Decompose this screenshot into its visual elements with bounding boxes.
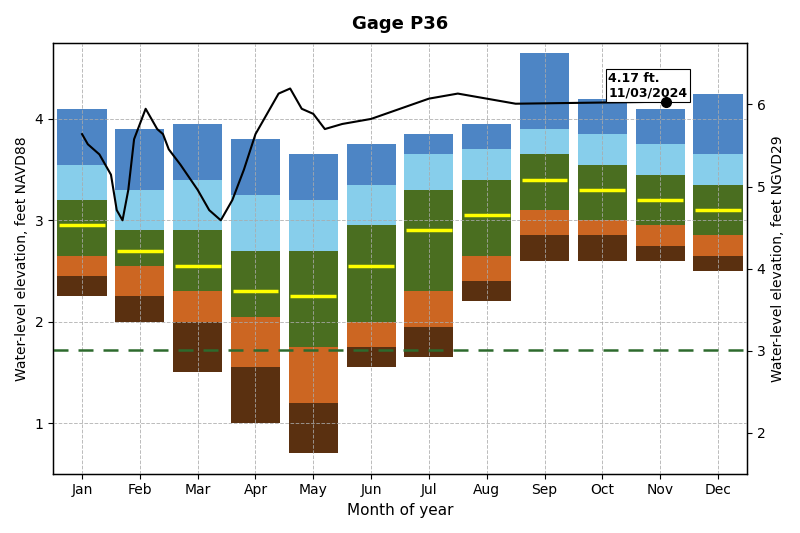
Bar [231,367,280,423]
Bar [635,200,685,225]
Title: Gage P36: Gage P36 [352,15,448,33]
Bar [404,134,454,155]
Bar [404,327,454,357]
Bar [520,129,569,155]
Bar [346,225,396,266]
Bar [462,180,511,215]
Bar [404,155,454,190]
Bar [115,251,165,266]
Text: 4.17 ft.
11/03/2024: 4.17 ft. 11/03/2024 [608,71,687,100]
Bar [58,225,106,256]
Bar [462,256,511,281]
Bar [173,266,222,291]
Bar [635,246,685,261]
Bar [346,185,396,225]
Bar [289,251,338,296]
Bar [404,291,454,327]
Bar [115,230,165,251]
Bar [115,190,165,230]
Bar [346,347,396,367]
Bar [462,215,511,256]
Bar [173,321,222,373]
Bar [635,109,685,144]
Bar [58,165,106,200]
Bar [289,347,338,403]
Bar [520,180,569,210]
Bar [694,256,742,271]
Bar [404,230,454,291]
Bar [173,124,222,180]
Bar [58,109,106,165]
Bar [115,129,165,190]
Bar [231,139,280,195]
Bar [346,266,396,321]
Bar [58,200,106,225]
Bar [173,291,222,321]
Bar [173,180,222,230]
Y-axis label: Water-level elevation, feet NAVD88: Water-level elevation, feet NAVD88 [15,136,29,381]
Bar [346,144,396,185]
Bar [694,94,742,155]
Bar [462,149,511,180]
Bar [115,296,165,321]
Bar [635,144,685,175]
Bar [578,165,627,190]
Bar [578,220,627,236]
Bar [520,53,569,129]
Bar [231,317,280,367]
Bar [694,155,742,185]
Bar [520,155,569,180]
Bar [289,200,338,251]
Bar [635,225,685,246]
Bar [520,210,569,236]
Bar [694,236,742,256]
Bar [289,296,338,347]
Bar [231,251,280,291]
Bar [115,266,165,296]
Bar [520,236,569,261]
Y-axis label: Water-level elevation, feet NGVD29: Water-level elevation, feet NGVD29 [771,135,785,382]
Bar [289,155,338,200]
Bar [346,321,396,347]
Bar [578,134,627,165]
Bar [578,236,627,261]
X-axis label: Month of year: Month of year [346,503,454,518]
Bar [58,276,106,296]
Bar [231,291,280,317]
Bar [404,190,454,230]
Bar [578,99,627,134]
Bar [635,175,685,200]
Bar [694,185,742,210]
Bar [173,230,222,266]
Bar [289,403,338,454]
Bar [462,124,511,149]
Bar [231,195,280,251]
Bar [462,281,511,301]
Bar [58,256,106,276]
Bar [578,190,627,220]
Bar [694,210,742,236]
